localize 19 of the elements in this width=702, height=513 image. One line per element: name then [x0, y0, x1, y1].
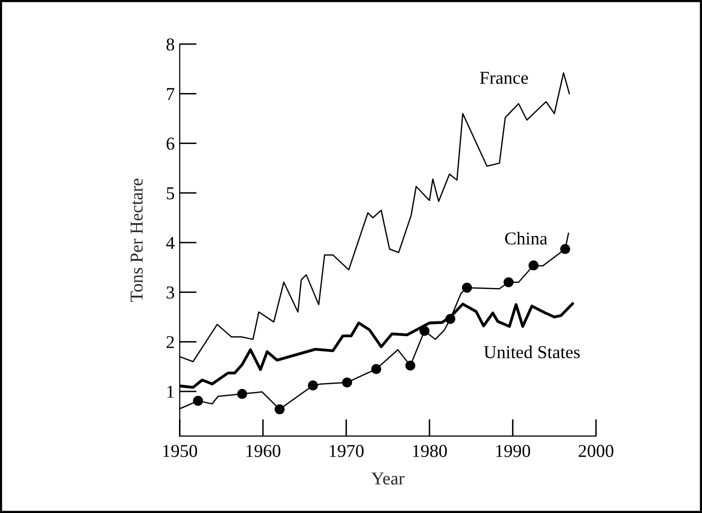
x-tick-label: 1960 — [246, 444, 280, 458]
x-tick-label: 2000 — [578, 444, 614, 458]
y-tick-label: 6 — [166, 138, 174, 150]
y-tick-label: 5 — [166, 187, 174, 200]
series-label: France — [480, 72, 528, 84]
series-label: United States — [484, 346, 580, 358]
x-tick-label: 1950 — [163, 444, 198, 458]
x-tick-label: 1970 — [330, 444, 364, 458]
x-tick-label: 1990 — [496, 444, 530, 458]
y-tick-label: 7 — [167, 88, 174, 100]
x-axis-title: Year — [371, 472, 404, 485]
y-tick-label: 1 — [167, 386, 174, 398]
series-label: China — [505, 232, 548, 245]
x-tick-label: 1980 — [413, 444, 447, 458]
y-tick-label: 8 — [166, 38, 174, 51]
y-tick-label: 2 — [166, 336, 174, 348]
y-axis-title: Tons Per Hectare — [130, 178, 143, 302]
y-tick-label: 4 — [166, 236, 175, 249]
y-tick-label: 3 — [166, 286, 174, 299]
